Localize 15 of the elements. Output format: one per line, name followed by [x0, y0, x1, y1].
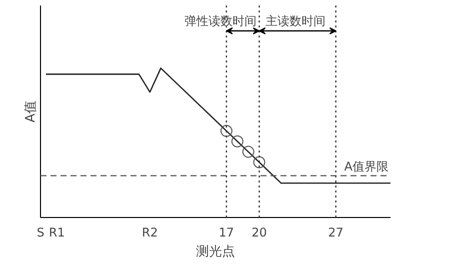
text: 主读数时间	[265, 14, 326, 28]
ref-line-label: A值界限	[344, 160, 389, 174]
y-axis-title: A值	[24, 100, 38, 122]
x-tick-label: R2	[142, 226, 158, 240]
x-tick-label: R1	[48, 226, 65, 240]
text: 弹性读数时间	[184, 14, 256, 28]
x-tick-label: S	[36, 226, 44, 240]
x-axis-title: 测光点	[196, 244, 235, 260]
x-tick-label: 17	[218, 226, 234, 240]
x-tick-label: 27	[328, 226, 344, 240]
point	[242, 146, 254, 158]
point	[253, 156, 266, 168]
x-tick-label: 20	[252, 226, 267, 240]
point	[231, 135, 244, 148]
point	[220, 124, 232, 137]
